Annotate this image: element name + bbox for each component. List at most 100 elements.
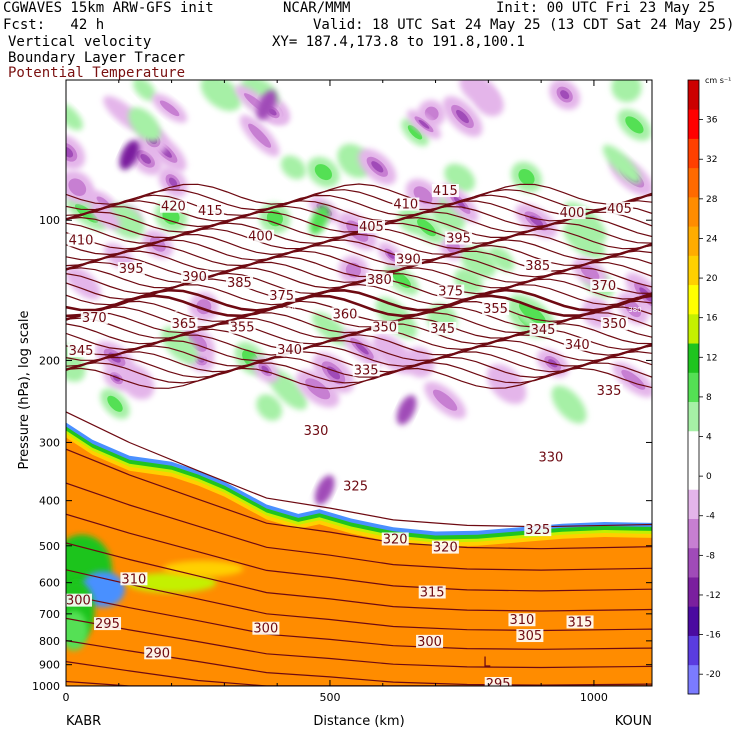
theta-line <box>66 362 652 384</box>
colorbar-swatch <box>688 109 699 139</box>
w-cell-mid <box>68 178 87 196</box>
w-cell <box>152 93 188 123</box>
theta-label-bg <box>252 621 280 635</box>
w-cell <box>424 381 467 419</box>
theta-label-bg <box>529 323 557 337</box>
x-left-station-label: KABR <box>66 714 101 729</box>
w-cell <box>133 80 156 101</box>
colorbar: 36 32 28 24 20 16 12 8 4 0 -4 -8 -12 -16 -20 <box>687 79 721 695</box>
model-title: CGWAVES 15km ARW-GFS init <box>3 0 214 16</box>
colorbar-tick-label: 8 <box>706 393 712 403</box>
field-boundary-layer-tracer: Boundary Layer Tracer <box>8 50 186 66</box>
theta-label: 315 <box>420 585 445 600</box>
colorbar-tick-label: 0 <box>706 472 712 482</box>
theta-label: 390 <box>182 270 207 285</box>
theta-label-bg <box>394 252 422 266</box>
w-core <box>396 395 417 425</box>
theta-label-bg <box>563 337 591 351</box>
theta-label-bg <box>429 321 457 335</box>
theta-label-bg <box>170 317 198 331</box>
colorbar-tick-label: -12 <box>706 591 721 601</box>
theta-line <box>66 244 652 267</box>
theta-label-bg <box>445 231 473 245</box>
theta-label: 310 <box>121 572 146 587</box>
theta-label: 405 <box>359 220 384 235</box>
colorbar-tick-label: 4 <box>706 433 712 443</box>
theta-label: 420 <box>161 200 186 215</box>
theta-label-bg <box>558 206 586 220</box>
forecast-hour: Fcst: 42 h <box>3 17 105 33</box>
w-cell-core <box>66 146 74 158</box>
theta-label-bg <box>392 197 420 211</box>
colorbar-swatch <box>688 518 699 549</box>
colorbar-swatch <box>688 606 699 636</box>
y-axis-label: Pressure (hPa), log scale <box>17 311 32 470</box>
theta-label: 355 <box>483 302 508 317</box>
colorbar-frame <box>687 79 700 695</box>
theta-label-bg <box>418 585 446 599</box>
y-tick-label: 100 <box>39 214 60 227</box>
w-cell <box>66 134 86 170</box>
colorbar-swatch <box>688 284 699 315</box>
colorbar-swatch <box>688 430 699 461</box>
theta-label: 385 <box>227 276 252 291</box>
theta-label-bg <box>482 302 510 316</box>
w-cell-core <box>453 196 466 210</box>
theta-label-bg <box>537 450 565 464</box>
theta-label: 370 <box>591 279 616 294</box>
colorbar-swatch <box>688 313 699 344</box>
w-cell <box>611 80 642 103</box>
theta-label: 415 <box>433 184 458 199</box>
init-time: Init: 00 UTC Fri 23 May 25 <box>496 0 716 16</box>
theta-label: 340 <box>277 343 302 358</box>
theta-label: 365 <box>172 317 197 332</box>
colorbar-unit: cm s⁻¹ <box>705 76 731 85</box>
colorbar-tick-label: -16 <box>706 631 721 641</box>
theta-label: 370 <box>82 311 107 326</box>
y-tick-label: 900 <box>39 659 60 672</box>
theta-label: 335 <box>597 384 622 399</box>
colorbar-swatch <box>688 547 699 578</box>
theta-line <box>66 339 652 362</box>
theta-line <box>66 411 652 528</box>
w-cell <box>401 118 429 147</box>
y-tick-label: 700 <box>39 608 60 621</box>
theta-line <box>66 448 652 550</box>
tracer-blob <box>66 610 88 651</box>
y-tick-label: 200 <box>39 354 60 367</box>
y-tick-label: 400 <box>39 495 60 508</box>
theta-label: 345 <box>531 323 556 338</box>
w-cell <box>66 102 83 131</box>
w-cell <box>486 364 527 405</box>
theta-label-bg <box>416 634 444 648</box>
colorbar-swatch <box>688 635 699 666</box>
theta-line <box>66 345 652 367</box>
w-cell-outer <box>551 385 587 424</box>
theta-label: 340 <box>565 338 590 353</box>
theta-label: 345 <box>69 344 94 359</box>
w-cell <box>409 211 444 244</box>
w-cell-mid <box>625 116 644 134</box>
colorbar-tick-label: 16 <box>706 314 718 324</box>
colorbar-tick-label: 32 <box>706 155 717 165</box>
colorbar-tick-label: 24 <box>706 234 718 244</box>
theta-line <box>66 617 652 669</box>
theta-line <box>66 300 652 323</box>
theta-label-bg <box>331 307 359 321</box>
theta-label-bg <box>365 272 393 286</box>
theta-label: 375 <box>438 285 463 300</box>
y-tick-label: 600 <box>39 577 60 590</box>
theta-label: 300 <box>417 635 442 650</box>
w-core <box>256 90 277 120</box>
colorbar-swatch <box>688 489 699 519</box>
w-cell <box>296 370 340 408</box>
theta-label: 350 <box>602 317 627 332</box>
y-tick-label: 300 <box>39 436 60 449</box>
w-cell <box>200 80 242 112</box>
theta-line <box>66 594 652 650</box>
theta-label-bg <box>302 424 330 438</box>
colorbar-tick-label: -8 <box>706 551 715 561</box>
w-cell <box>617 108 652 141</box>
colorbar-tick-label: 12 <box>706 353 717 363</box>
